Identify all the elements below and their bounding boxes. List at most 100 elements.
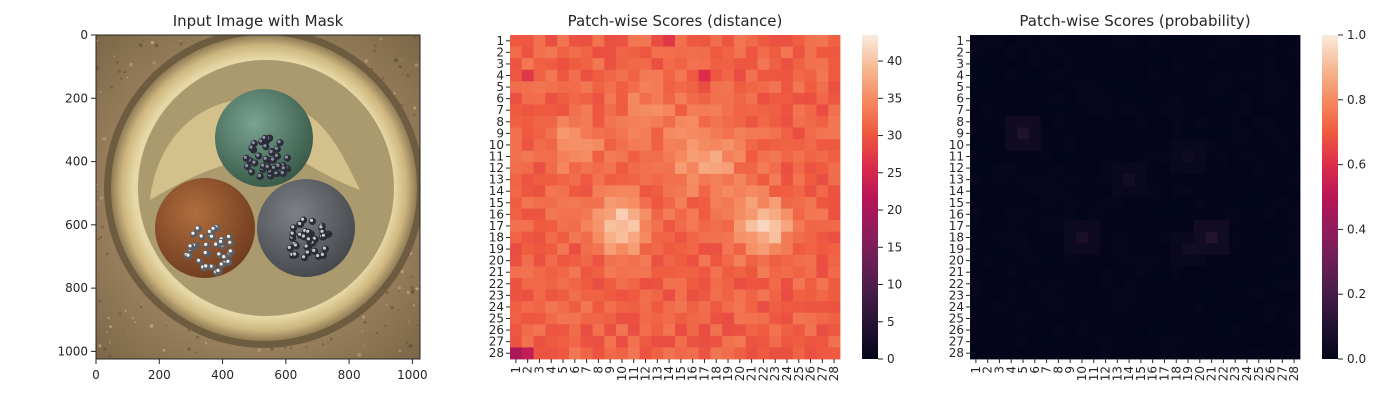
heatmap-cell [627, 289, 641, 302]
heatmap-cell [1146, 254, 1159, 267]
heatmap-cell [1146, 278, 1159, 290]
heatmap-cell [686, 104, 699, 117]
heatmap-cell [745, 324, 758, 337]
heatmap-cell [1182, 335, 1195, 348]
heatmap-cell [1087, 266, 1101, 279]
strand-highlight [204, 242, 208, 246]
heatmap-cell [557, 58, 570, 71]
heatmap-cell [710, 173, 723, 186]
heatmap-cell [1158, 173, 1171, 186]
heatmap-cell [1193, 139, 1207, 152]
heatmap-cell [757, 220, 770, 233]
strand-highlight [316, 253, 320, 258]
heatmap-cell [1229, 58, 1242, 71]
heatmap-cell [1087, 301, 1101, 314]
heatmap-cell [1076, 139, 1089, 152]
heatmap-cell [651, 162, 664, 175]
col-tick-label: 20 [733, 366, 747, 381]
heatmap-cell [651, 58, 664, 71]
heatmap-cell [1217, 266, 1230, 279]
heatmap-cell [769, 81, 782, 94]
texture-speck [142, 39, 144, 41]
texture-speck [406, 73, 410, 77]
heatmap-cell [1005, 278, 1018, 290]
texture-speck [114, 46, 116, 48]
heatmap-cell [1040, 254, 1053, 267]
heatmap-cell [1241, 58, 1254, 71]
heatmap-cell [781, 92, 794, 105]
strand-highlight [269, 149, 273, 154]
heatmap-cell [510, 220, 523, 233]
strand-highlight [261, 163, 265, 167]
heatmap-cell [1052, 243, 1065, 256]
heatmap-cell [722, 116, 735, 128]
heatmap-cell [1040, 220, 1053, 233]
heatmap-cell [1158, 127, 1171, 140]
row-tick-label: 22 [489, 277, 504, 291]
heatmap-cell [769, 35, 782, 47]
heatmap-cell [616, 35, 629, 47]
row-tick-label: 11 [949, 150, 964, 164]
heatmap-cell [698, 231, 711, 244]
heatmap-cell [1252, 46, 1266, 59]
heatmap-cell [769, 69, 782, 82]
heatmap-cell [1052, 220, 1065, 233]
heatmap-cell [993, 127, 1006, 140]
heatmap-cell [722, 231, 735, 244]
heatmap-cell [1135, 139, 1148, 152]
heatmap-cell [1276, 69, 1289, 82]
texture-speck [416, 324, 418, 327]
texture-speck [384, 324, 387, 328]
heatmap-cell [792, 81, 806, 94]
heatmap-cell [616, 127, 629, 140]
heatmap-cell [781, 46, 794, 59]
heatmap-cell [557, 335, 570, 348]
heatmap-cell [1087, 278, 1101, 290]
heatmap-cell [639, 289, 652, 302]
heatmap-cell [1146, 231, 1159, 244]
heatmap-cell [710, 231, 723, 244]
heatmap-cell [1217, 162, 1230, 175]
row-tick-label: 28 [489, 346, 504, 360]
heatmap-cell [1111, 254, 1124, 267]
row-tick-label: 2 [956, 45, 964, 59]
heatmap-cell [639, 312, 652, 325]
heatmap-cell [1252, 104, 1266, 117]
heatmap-cell [981, 46, 994, 59]
heatmap-cell [1123, 116, 1136, 128]
heatmap-cell [722, 301, 735, 314]
heatmap-cell [970, 266, 983, 279]
heatmap-cell [557, 208, 570, 221]
heatmap-cell [1217, 173, 1230, 186]
heatmap-cell [993, 92, 1006, 105]
heatmap-cell [781, 312, 794, 325]
heatmap-cell [722, 58, 735, 71]
heatmap-cell [733, 185, 747, 198]
heatmap-cell [1040, 278, 1053, 290]
heatmap-cell [1217, 35, 1230, 47]
heatmap-cell [733, 162, 747, 175]
heatmap-cell [1099, 335, 1112, 348]
heatmap-cell [1087, 173, 1101, 186]
row-tick-label: 17 [949, 219, 964, 233]
heatmap-cell [651, 243, 664, 256]
heatmap-cell [970, 69, 983, 82]
heatmap-cell [1288, 139, 1301, 152]
strand-highlight [265, 164, 269, 168]
heatmap-cell [745, 104, 758, 117]
heatmap-cell [1135, 312, 1148, 325]
texture-speck [385, 304, 388, 307]
heatmap-cell [1288, 104, 1301, 117]
heatmap-cell [510, 139, 523, 152]
heatmap-cell [993, 185, 1006, 198]
texture-speck [152, 61, 156, 65]
heatmap-cell [675, 289, 688, 302]
heatmap-cell [663, 92, 676, 105]
heatmap-cell [675, 278, 688, 290]
y-tick-label: 800 [65, 281, 88, 295]
heatmap-cell [1076, 335, 1089, 348]
heatmap-cell [639, 220, 652, 233]
heatmap-cell [781, 324, 794, 337]
heatmap-cell [557, 243, 570, 256]
strand-highlight [274, 171, 278, 175]
